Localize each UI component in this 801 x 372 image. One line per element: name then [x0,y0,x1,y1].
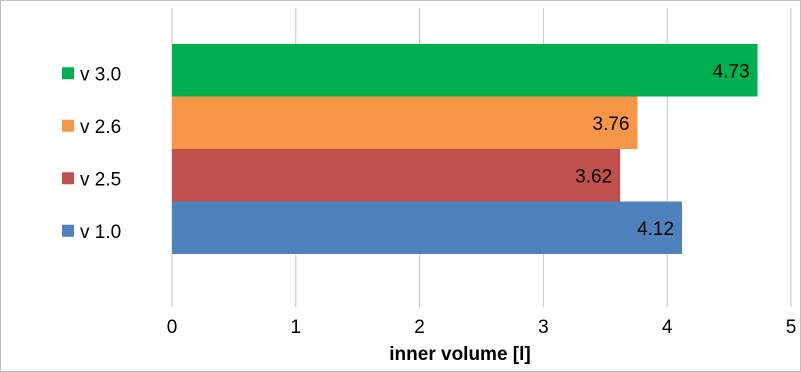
legend-label-0: v 3.0 [80,64,121,85]
x-tick-label-5: 5 [786,317,797,338]
legend-swatch-2 [62,172,74,185]
bar-3 [172,201,683,254]
x-tick-label-2: 2 [414,317,425,338]
bars [172,44,758,254]
x-tick-labels: 0 1 2 3 4 5 [167,317,797,338]
x-axis-title: inner volume [l] [389,344,530,365]
data-label-2: 3.62 [575,166,612,187]
x-tick-label-0: 0 [167,317,178,338]
bar-2 [172,149,621,202]
bar-0 [172,44,758,97]
legend-label-1: v 2.6 [80,117,121,138]
bar-1 [172,96,638,149]
legend: v 3.0 v 2.6 v 2.5 v 1.0 [62,64,121,243]
data-label-0: 4.73 [713,61,750,82]
legend-label-3: v 1.0 [80,222,121,243]
data-labels: 4.73 3.76 3.62 4.12 [575,61,749,240]
data-label-1: 3.76 [593,114,630,135]
x-tick-label-3: 3 [538,317,549,338]
x-tick-label-1: 1 [291,317,302,338]
legend-label-2: v 2.5 [80,169,121,190]
data-label-3: 4.12 [637,219,674,240]
legend-swatch-1 [62,119,74,132]
x-tick-label-4: 4 [662,317,673,338]
legend-swatch-3 [62,224,74,237]
legend-swatch-0 [62,67,74,80]
